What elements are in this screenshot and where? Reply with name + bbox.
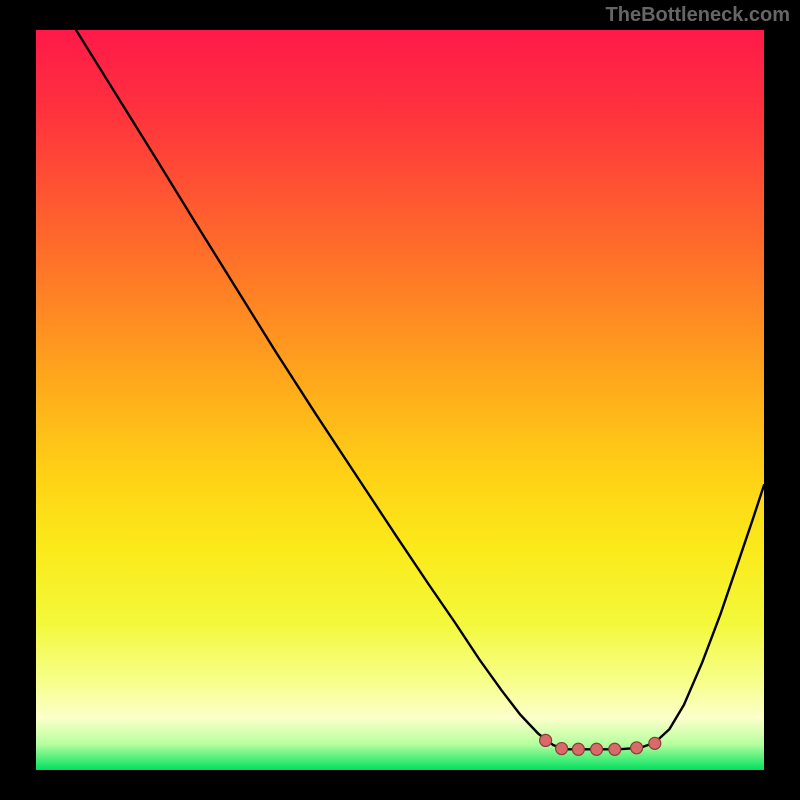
data-marker <box>591 743 603 755</box>
watermark-text: TheBottleneck.com <box>606 4 790 27</box>
chart-container: TheBottleneck.com <box>0 0 800 800</box>
data-marker <box>540 734 552 746</box>
data-marker <box>609 743 621 755</box>
data-marker <box>556 743 568 755</box>
data-marker <box>572 743 584 755</box>
data-marker <box>649 737 661 749</box>
data-marker <box>631 742 643 754</box>
chart-svg <box>0 0 800 800</box>
